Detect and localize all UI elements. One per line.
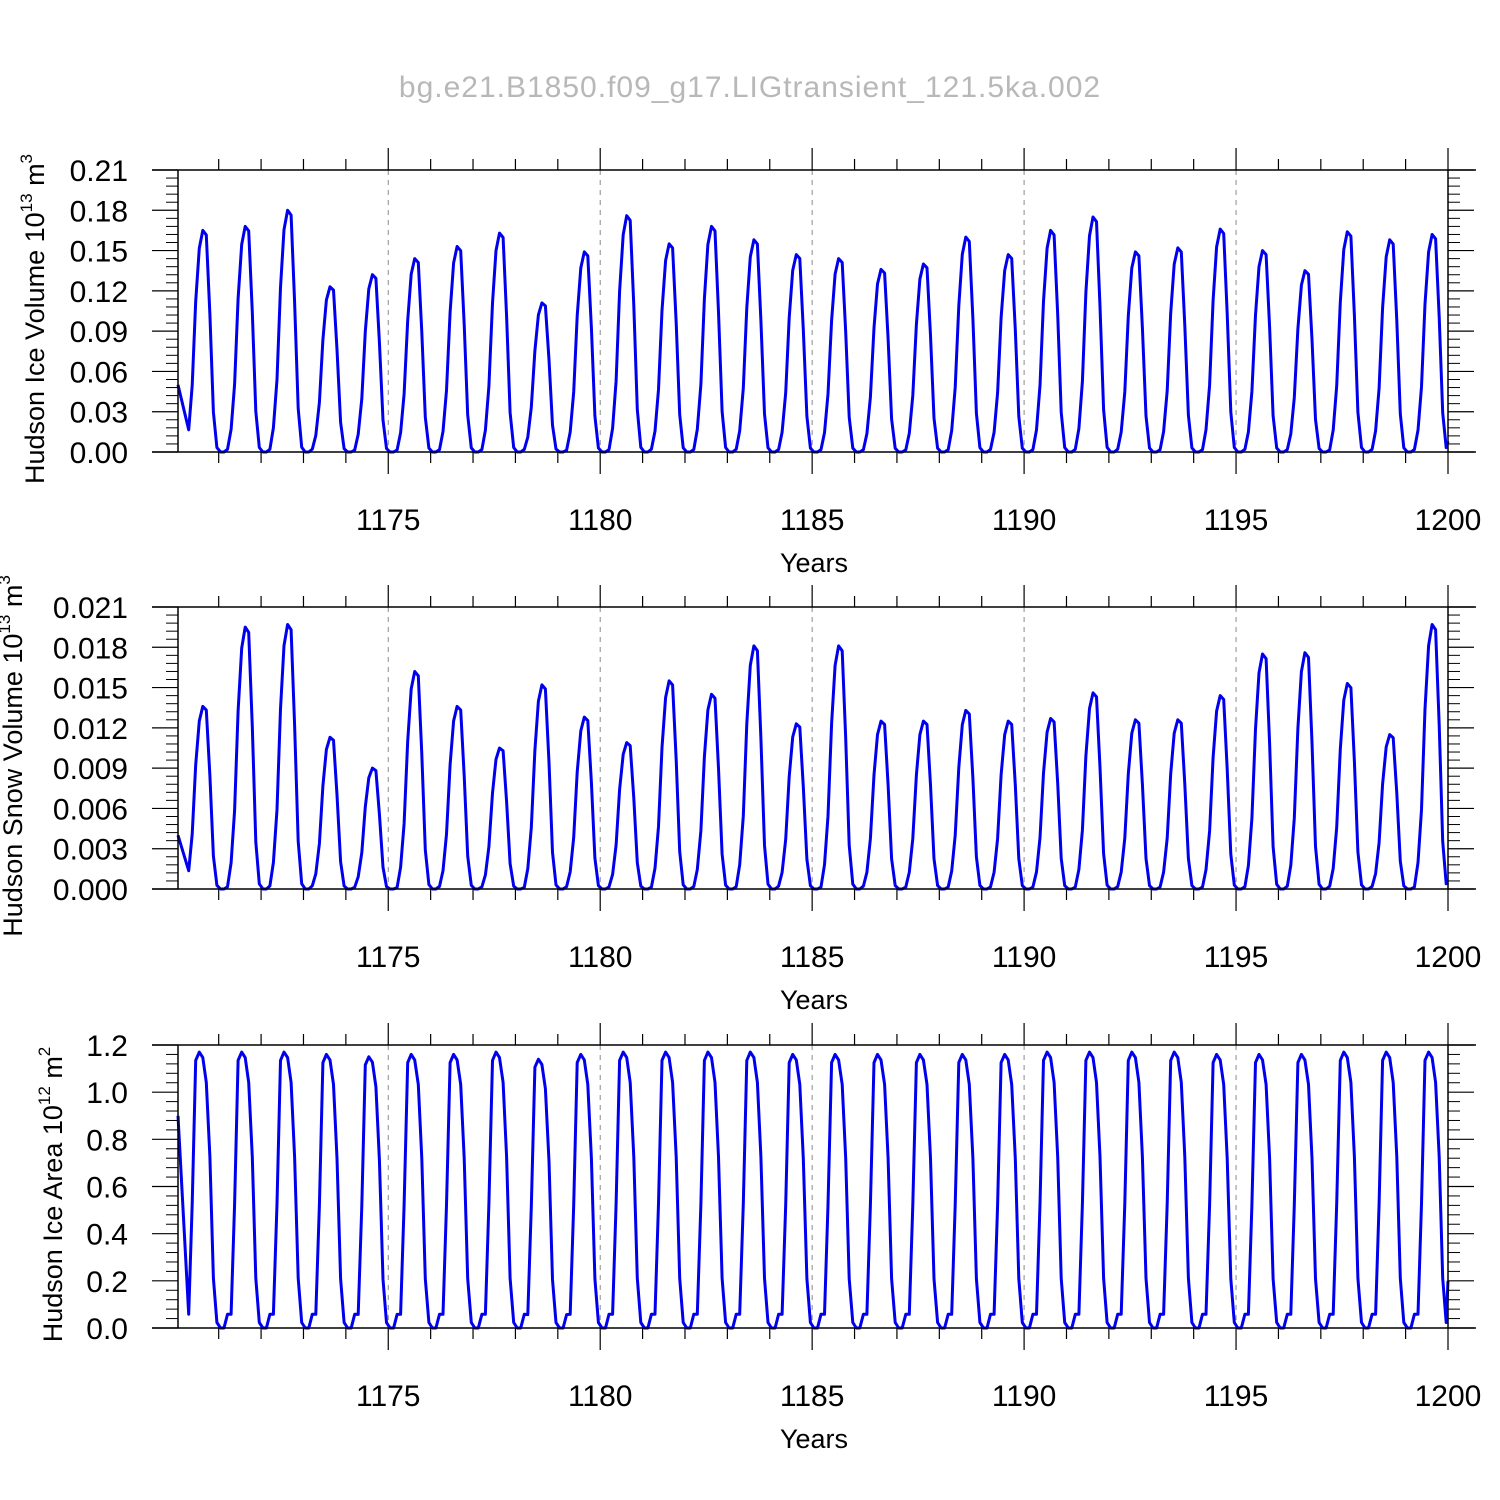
y-axis-label-exponent: 13 xyxy=(17,193,36,212)
y-tick-label: 0.012 xyxy=(53,713,128,746)
x-tick-label: 1185 xyxy=(780,504,845,537)
x-tick-label: 1200 xyxy=(1415,941,1482,974)
x-tick-label: 1200 xyxy=(1415,1380,1482,1413)
y-tick-label: 0.15 xyxy=(70,236,128,269)
y-axis-label-exponent: 13 xyxy=(0,615,14,634)
y-tick-label: 0.0 xyxy=(86,1313,128,1346)
x-tick-label: 1185 xyxy=(780,941,845,974)
series-line xyxy=(176,1050,1450,1330)
y-tick-label: 0.03 xyxy=(70,397,128,430)
y-tick-label: 1.0 xyxy=(86,1077,128,1110)
y-tick-label: 0.09 xyxy=(70,316,128,349)
y-tick-label: 0.06 xyxy=(70,356,128,389)
x-tick-label: 1195 xyxy=(1204,504,1269,537)
x-tick-label: 1180 xyxy=(568,941,633,974)
y-tick-label: 0.6 xyxy=(86,1172,128,1205)
y-tick-label: 0.003 xyxy=(53,834,128,867)
x-axis-label: Years xyxy=(780,1424,848,1454)
y-tick-label: 0.21 xyxy=(70,155,128,188)
y-axis-label-main: Hudson Ice Area 10 xyxy=(38,1105,68,1342)
y-axis-label-unit: m xyxy=(20,163,50,193)
y-axis-label-unit: m xyxy=(0,585,28,615)
y-tick-label: 0.000 xyxy=(53,874,128,907)
y-axis-label-main: Hudson Ice Volume 10 xyxy=(20,212,50,484)
x-tick-label: 1180 xyxy=(568,1380,633,1413)
y-axis-label-exponent: 12 xyxy=(35,1086,54,1105)
x-tick-label: 1175 xyxy=(356,1380,421,1413)
y-axis-label: Hudson Snow Volume 1013 m3 xyxy=(0,575,28,937)
x-tick-label: 1185 xyxy=(780,1380,845,1413)
x-axis-label: Years xyxy=(780,548,848,578)
x-tick-label: 1190 xyxy=(992,941,1057,974)
y-tick-label: 0.006 xyxy=(53,793,128,826)
x-tick-label: 1195 xyxy=(1204,941,1269,974)
y-tick-label: 0.4 xyxy=(86,1219,128,1252)
y-tick-label: 0.8 xyxy=(86,1124,128,1157)
y-tick-label: 0.015 xyxy=(53,673,128,706)
chart-panel-3: 1175 1180 1185 1190 1195 1200 0.0 0.2 0.4 0.6 0.8 1… xyxy=(35,1023,1481,1454)
x-tick-label: 1180 xyxy=(568,504,633,537)
y-axis-label: Hudson Ice Volume 1013 m3 xyxy=(17,154,50,484)
chart-panel-2: 1175 1180 1185 1190 1195 1200 0.000 0.003 0.006 0… xyxy=(0,575,1481,1015)
chart-panels: 1175 1180 1185 1190 1195 12000.000.030.060.09… xyxy=(0,148,1481,1454)
series-line xyxy=(176,208,1450,454)
x-tick-label: 1190 xyxy=(992,1380,1057,1413)
x-tick-label: 1175 xyxy=(356,941,421,974)
x-axis-label: Years xyxy=(780,985,848,1015)
y-axis-label: Hudson Ice Area 1012 m2 xyxy=(35,1047,68,1343)
y-axis-label-unit-exponent: 3 xyxy=(17,154,36,163)
x-tick-label: 1190 xyxy=(992,504,1057,537)
y-tick-label: 0.00 xyxy=(70,437,128,470)
y-tick-label: 0.18 xyxy=(70,195,128,228)
y-tick-label: 0.2 xyxy=(86,1266,128,1299)
chart-panel-1: 1175 1180 1185 1190 1195 1200 0.00 0.03 0.06 0.09… xyxy=(17,148,1481,578)
series-line xyxy=(176,623,1449,891)
y-tick-label: 0.021 xyxy=(53,592,128,625)
x-tick-label: 1195 xyxy=(1204,1380,1269,1413)
x-tick-label: 1200 xyxy=(1415,504,1482,537)
y-axis-label-unit: m xyxy=(38,1056,68,1086)
x-tick-label: 1175 xyxy=(356,504,421,537)
y-tick-label: 1.2 xyxy=(86,1030,128,1063)
chart-title: bg.e21.B1850.f09_g17.LIGtransient_121.5k… xyxy=(399,71,1101,104)
y-axis-label-main: Hudson Snow Volume 10 xyxy=(0,634,28,937)
y-tick-label: 0.018 xyxy=(53,632,128,665)
y-axis-label-unit-exponent: 2 xyxy=(35,1047,54,1056)
y-tick-label: 0.009 xyxy=(53,753,128,786)
y-axis-label-unit-exponent: 3 xyxy=(0,575,14,584)
y-tick-label: 0.12 xyxy=(70,276,128,309)
